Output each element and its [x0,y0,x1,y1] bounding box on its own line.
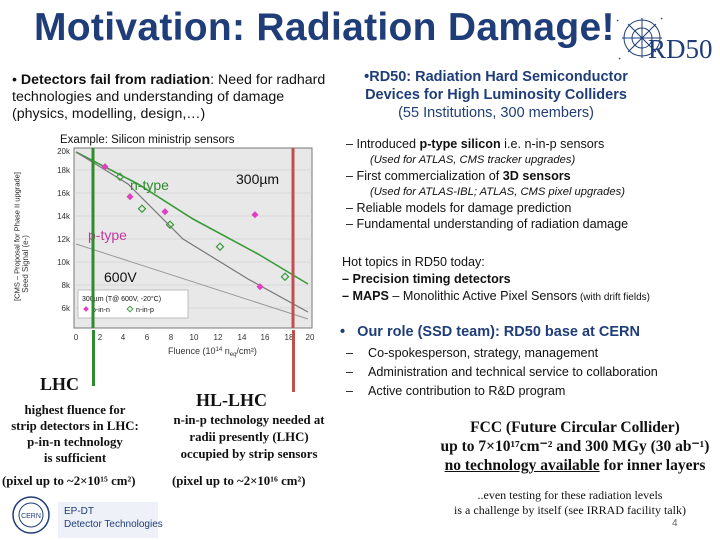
legend-nin: n-in-p [136,307,154,314]
page-title: Motivation: Radiation Damage! [34,6,615,49]
legend-marker-pin [83,306,89,312]
voltage-label: 600V [104,269,137,285]
lhc-description: highest fluence for strip detectors in L… [11,403,139,465]
fcc-line2: up to 7×10¹⁷cm⁻² and 300 MGy (30 ab⁻¹) [440,438,710,455]
ytick: 8k [62,281,71,290]
legend-title: 300µm (T@ 600V, -20°C) [82,295,161,303]
ytick: 14k [57,212,71,221]
cern-logo-icon: CERN [12,496,50,534]
fcc-section: FCC (Future Circular Collider) up to 7×1… [430,418,720,475]
marker [161,208,169,216]
ntype-label: n-type [130,177,169,193]
achievement-1-note: (Used for ATLAS, CMS tracker upgrades) [370,154,576,166]
hot-topic-2: – MAPS – Monolithic Active Pixel Sensors… [342,289,650,303]
footer-panel [58,502,158,538]
achievement-2-note: (Used for ATLAS-IBL; ATLAS, CMS pixel up… [370,186,625,198]
lhc-pixel-note: (pixel up to ~2×10¹⁵ cm²) [2,474,136,488]
hot-topic-1: – Precision timing detectors [342,272,511,286]
role-item: Active contribution to R&D program [340,382,710,401]
role-list: Co-spokesperson, strategy, management Ad… [340,344,710,401]
hllhc-connector [292,330,295,392]
marker [215,242,225,252]
hot-topics-head: Hot topics in RD50 today: [342,255,485,269]
p-in-n-trend [75,151,309,285]
page-number: 4 [672,518,678,529]
hllhc-description: n-in-p technology needed at radii presen… [173,413,325,461]
left-bullet-rest: : Need for radhard technologies and unde… [12,72,326,122]
rd50-heading-line3: (55 Institutions, 300 members) [398,105,594,121]
marker [256,283,264,291]
svg-text:✦: ✦ [616,18,620,23]
ptype-label: p-type [88,227,127,243]
irrad-note: ..even testing for these radiation level… [454,488,686,517]
hllhc-title: HL-LHC [196,390,268,410]
signal-vs-fluence-chart: 6k 8k 10k 12k 14k 16k 18k 20k 0 2 4 6 8 … [21,147,315,358]
rd50-logo-text: RD50 [648,34,713,64]
achievement-1: – Introduced p-type silicon i.e. n-in-p … [346,137,605,151]
marker [115,172,125,182]
x-axis-label: Fluence (1014 neq/cm²) [168,346,257,358]
marker [126,193,134,201]
achievement-3: – Reliable models for damage prediction [346,201,572,215]
svg-text:✦: ✦ [618,56,622,61]
ytick: 12k [57,235,71,244]
rd50-heading: •RD50: Radiation Hard Semiconductor Devi… [336,68,656,122]
lhc-title: LHC [40,374,80,394]
chart-legend [77,289,189,319]
xtick: 0 [74,333,79,342]
fcc-line1: FCC (Future Circular Collider) [470,419,680,436]
marker [101,163,109,171]
role-section: • Our role (SSD team): RD50 base at CERN… [340,324,710,401]
legend-pin: p-in-n [92,307,110,314]
marker [165,220,175,230]
xtick: 10 [190,333,199,342]
marker [251,211,259,219]
marker [137,204,147,214]
legend-marker-nin [126,305,134,313]
lhc-connector [92,330,95,386]
ytick: 18k [57,166,71,175]
xtick: 18 [285,333,294,342]
ytick: 20k [57,147,71,156]
role-item: Co-spokesperson, strategy, management [340,344,710,363]
y-axis-label: Seed Signal (e-) [21,235,30,293]
xtick: 8 [169,333,174,342]
rd50-heading-line1: •RD50: Radiation Hard Semiconductor [364,69,628,85]
n-in-p-trend [75,151,309,313]
left-bullet: • Detectors fail from radiation: Need fo… [12,72,326,122]
left-bullet-lead: Detectors fail from radiation [20,72,211,88]
thickness-label: 300µm [236,171,279,187]
ytick: 16k [57,189,71,198]
green-markers [115,172,290,282]
cern-logo-text: CERN [21,513,41,520]
ytick: 6k [62,304,71,313]
achievement-2: – First commercialization of 3D sensors [346,169,571,183]
footer-org: EP-DT Detector Technologies [64,506,163,530]
fcc-line3: no technology available for inner layers [444,457,706,474]
svg-text:✦: ✦ [660,16,664,21]
xtick: 16 [261,333,270,342]
xtick: 12 [214,333,223,342]
xtick: 6 [145,333,150,342]
rd50-heading-line2: Devices for High Luminosity Colliders [365,87,627,103]
xtick: 20 [306,333,315,342]
achievement-4: – Fundamental understanding of radiation… [346,217,629,231]
magenta-markers [101,163,264,291]
xtick: 4 [121,333,126,342]
hllhc-pixel-note: (pixel up to ~2×10¹⁶ cm²) [172,474,306,488]
xtick: 2 [98,333,103,342]
chart-caption: Example: Silicon ministrip sensors [60,134,235,146]
rd50-logo-icon: ✦ ✦ ✦ [616,16,664,61]
marker [280,272,290,282]
role-heading: • Our role (SSD team): RD50 base at CERN [340,324,640,340]
hot-topics: Hot topics in RD50 today: – Precision ti… [342,254,712,306]
rd50-achievements: – Introduced p-type silicon i.e. n-in-p … [342,136,712,232]
ytick: 10k [57,258,71,267]
xtick: 14 [238,333,247,342]
role-item: Administration and technical service to … [340,363,710,382]
aux-trend [75,243,309,320]
